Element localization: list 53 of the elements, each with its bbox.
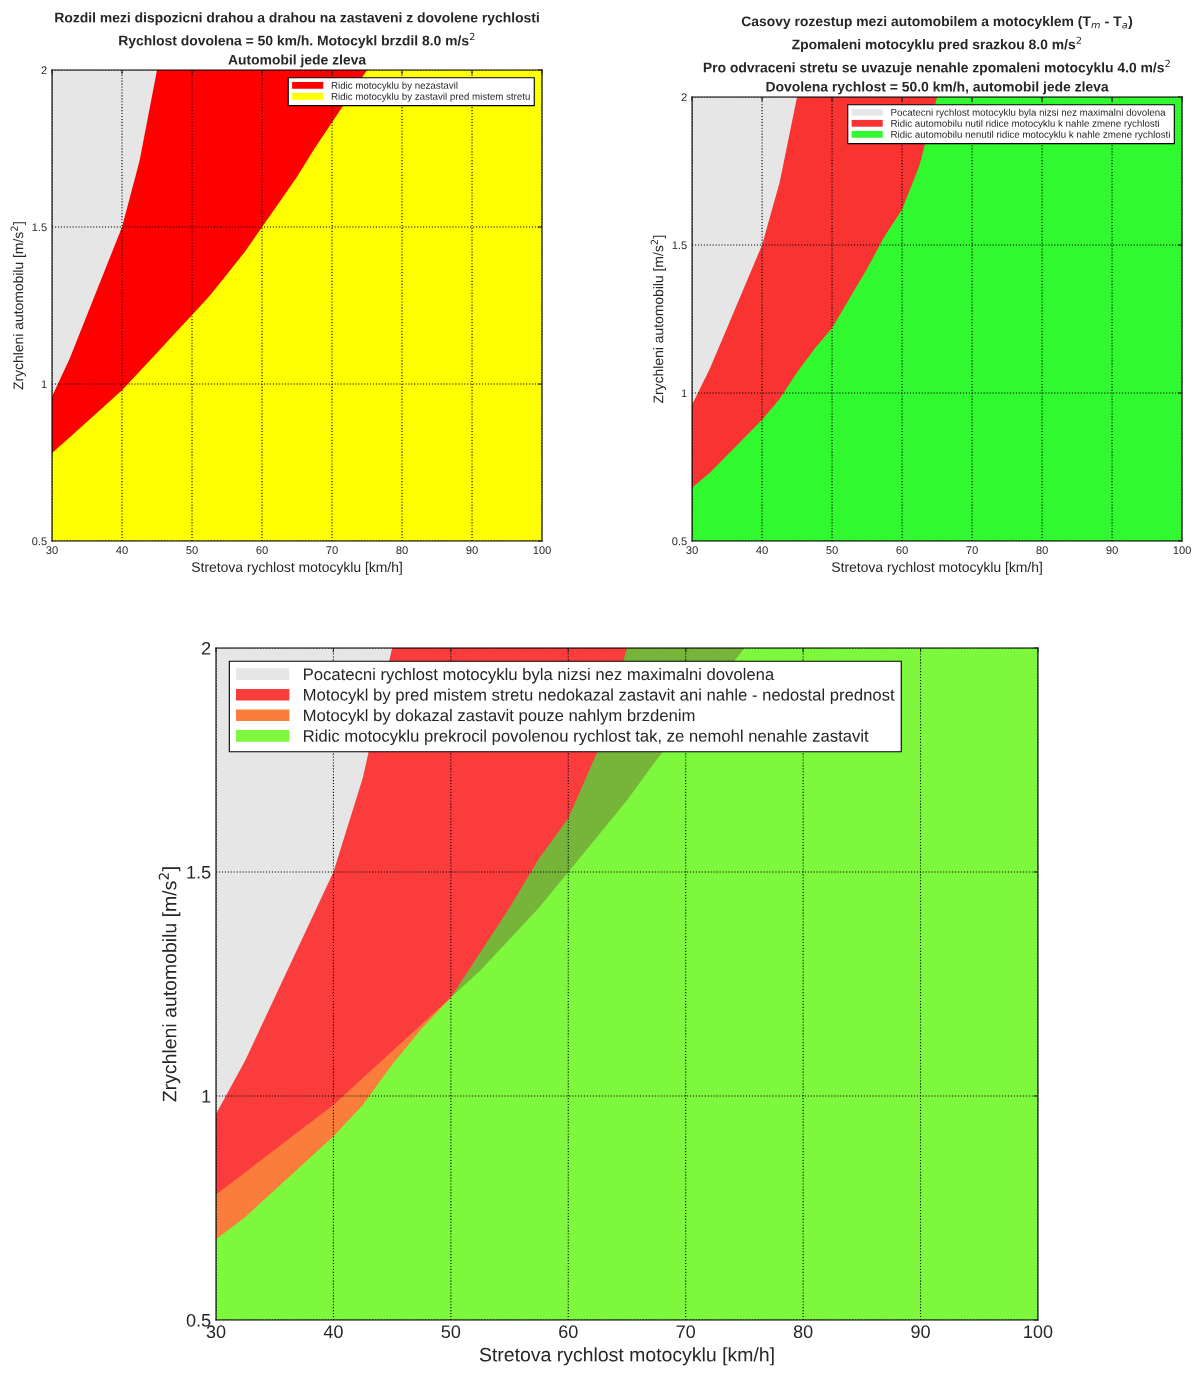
x-tick-label: 50 (441, 1325, 461, 1339)
x-tick-label: 40 (756, 546, 768, 555)
legend-label: Pocatecni rychlost motocyklu byla nizsi nez maximalni dovolena (304, 667, 775, 684)
legend-label: Motocykl by pred mistem stretu nedokazal zastavit ani nahle - nedostal prednost (304, 688, 895, 705)
legend-label: Motocykl by dokazal zastavit pouze nahlym brzdenim (304, 709, 695, 725)
legend-label: Pocatecni rychlost motocyklu byla nizsi nez maximalni dovolena (891, 108, 1166, 118)
legend-label: Ridic motocyklu by nezastavil (331, 81, 458, 91)
y-tick-label: 1 (202, 1090, 211, 1103)
x-tick-label: 70 (676, 1325, 696, 1339)
x-axis-title: Stretova rychlost motocyklu [km/h] (479, 1347, 774, 1366)
x-tick-label: 40 (116, 546, 128, 555)
chart-title: Rozdil mezi dispozicni drahou a drahou na zastaveni z dovolene rychlosti Rychlost dovolena = 50 km/h. Motocykl brzdil 8.0 m/s$^{2}$ Automobil jede zleva (55, 12, 539, 68)
x-tick-label: 60 (256, 546, 268, 555)
y-tick-label: 0.5 (672, 537, 687, 546)
x-tick-label: 90 (466, 546, 478, 555)
legend-label: Ridic automobilu nenutil ridice motocyklu k nahle zmene rychlosti (891, 130, 1170, 140)
x-tick-label: 30 (206, 1325, 226, 1339)
x-axis-title: Stretova rychlost motocyklu [km/h] (831, 561, 1042, 575)
x-tick-label: 50 (186, 546, 198, 555)
y-tick-label: 1.5 (672, 241, 687, 250)
y-tick-label: 1 (681, 389, 687, 398)
x-tick-label: 40 (323, 1325, 343, 1339)
y-axis-title: Zrychleni automobilu [m/s$^{2}$] (650, 235, 667, 404)
x-tick-label: 70 (966, 546, 978, 555)
x-tick-label: 60 (896, 546, 908, 555)
y-axis-title: Zrychleni automobilu [m/s$^{2}$] (10, 222, 27, 390)
x-tick-label: 30 (686, 546, 698, 555)
y-tick-label: 2 (681, 93, 687, 102)
series-label: Ridic automobilu nutil ridice motocyklu k nahle zmene rychlosti (891, 119, 1159, 129)
x-tick-label: 90 (911, 1325, 930, 1339)
x-tick-label: 80 (1036, 546, 1048, 555)
x-tick-label: 60 (559, 1325, 578, 1339)
y-tick-label: 0.5 (186, 1313, 211, 1327)
x-tick-label: 50 (826, 546, 838, 555)
x-tick-label: 70 (326, 546, 338, 555)
chart-title: Casovy rozestup mezi automobilem a motocyklem (T$_{m}$ - T$_{a}$) Zpomaleni motocyklu pred srazkou 8.0 m/s$^{2}$ Pro odvraceni stretu se uvazuje nenahle zpomaleni motocyklu 4.0 m/s$^{2}$ Dovolena rychlost = 50.0 km/h, automobil jede zleva (703, 16, 1170, 95)
y-tick-label: 1.5 (32, 223, 47, 232)
x-tick-label: 100 (533, 546, 551, 555)
y-tick-label: 2 (202, 641, 211, 655)
y-tick-label: 0.5 (32, 537, 47, 546)
x-tick-label: 90 (1106, 546, 1118, 555)
legend-label: Ridic motocyklu by zastavil pred mistem stretu (331, 92, 530, 102)
y-tick-label: 1 (41, 380, 47, 389)
x-tick-label: 80 (793, 1325, 813, 1339)
y-tick-label: 2 (41, 66, 47, 75)
y-axis-title: Zrychleni automobilu [m/s$^{2}$] (158, 867, 181, 1102)
y-tick-label: 1.5 (187, 866, 211, 879)
x-tick-label: 100 (1024, 1325, 1053, 1339)
x-tick-label: 100 (1173, 546, 1191, 555)
x-tick-label: 30 (46, 546, 58, 555)
legend-label: Ridic motocyklu prekrocil povolenou rychlost tak, ze nemohl nenahle zastavit (304, 729, 869, 746)
x-tick-label: 80 (396, 546, 408, 555)
x-axis-title: Stretova rychlost motocyklu [km/h] (191, 561, 402, 575)
